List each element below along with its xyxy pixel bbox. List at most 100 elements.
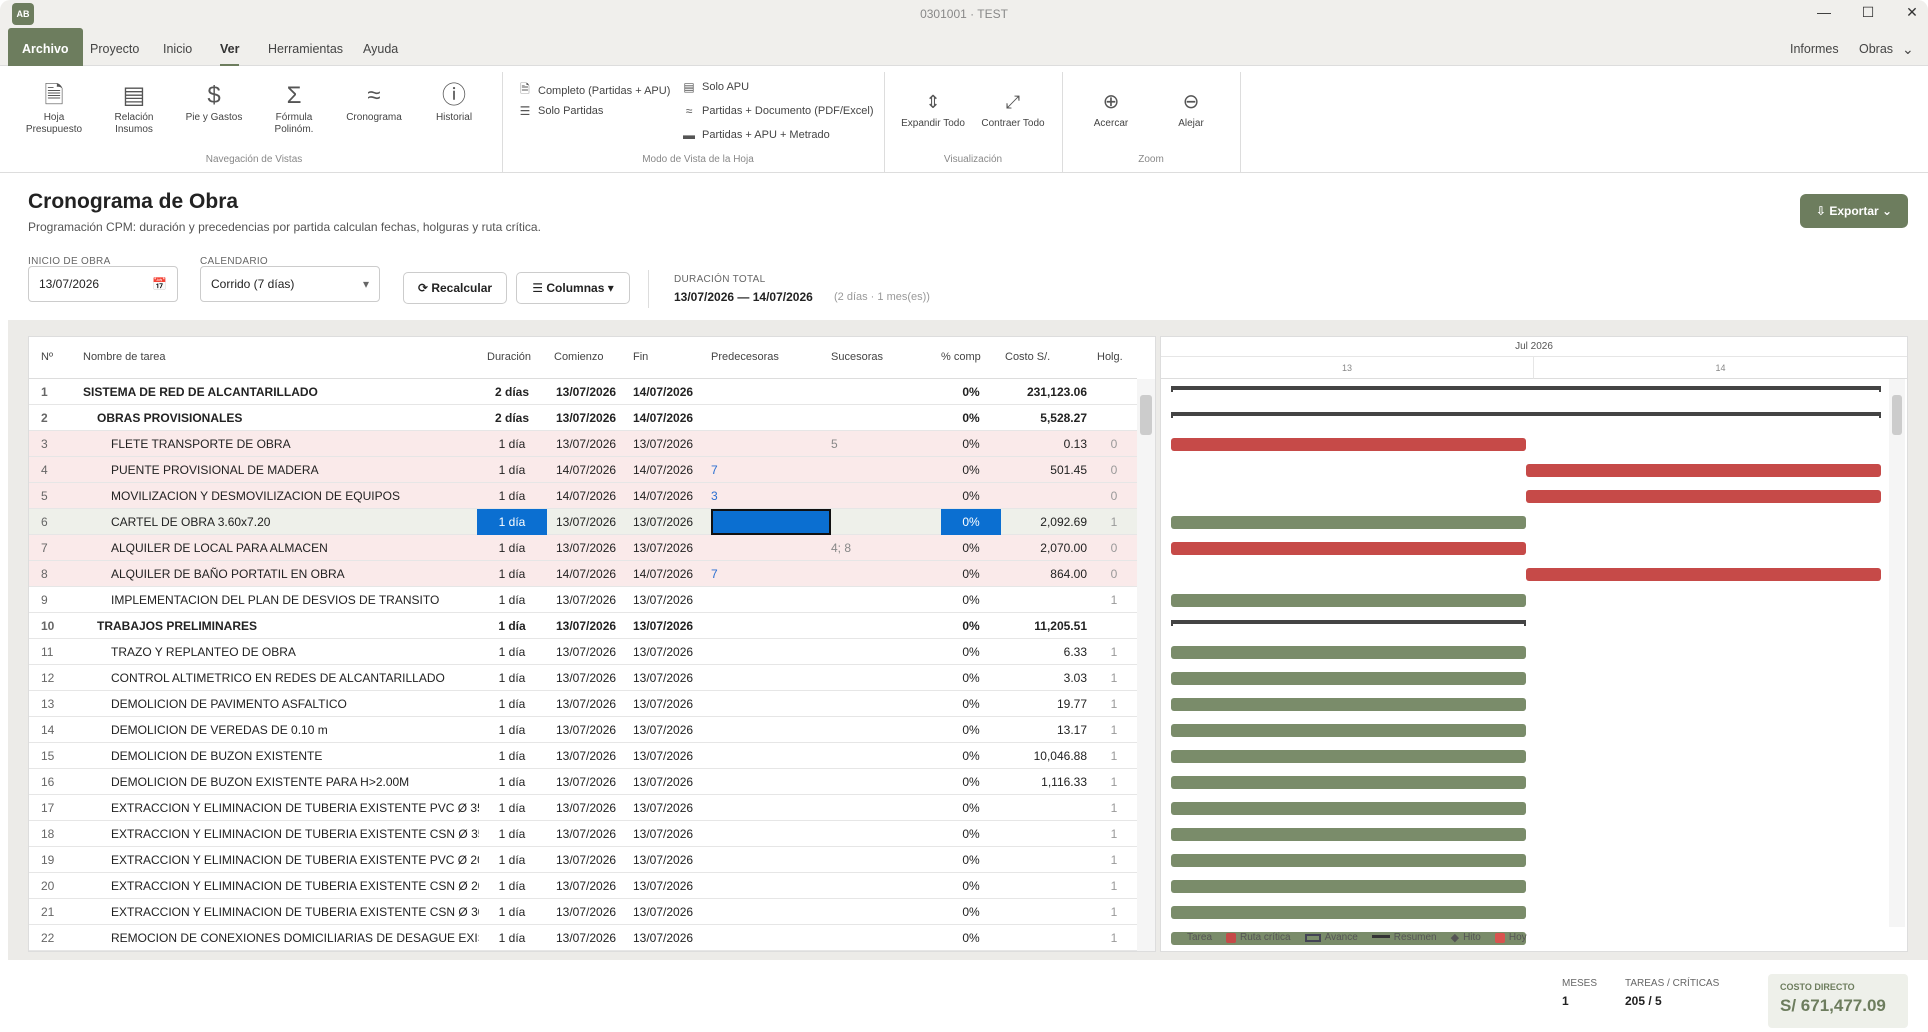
cell-succ[interactable]	[831, 925, 931, 951]
cell-end[interactable]: 13/07/2026	[633, 775, 694, 789]
cell-duration[interactable]: 1 día	[498, 723, 526, 737]
menu-inicio[interactable]: Inicio	[163, 42, 193, 56]
cell-pct[interactable]: 0%	[941, 509, 1001, 535]
table-row[interactable]: 8 ALQUILER DE BAÑO PORTATIL EN OBRA 1 día 1…	[29, 561, 1137, 587]
gantt-task-bar[interactable]	[1171, 906, 1526, 919]
table-row[interactable]: 2 OBRAS PROVISIONALES 2 días 13/07/2026 14/0…	[29, 405, 1137, 431]
col-pred[interactable]: Predecesoras	[711, 351, 779, 363]
cell-pct[interactable]: 0%	[962, 853, 980, 867]
cell-cost[interactable]	[1005, 899, 1087, 925]
cell-succ[interactable]	[831, 873, 931, 899]
cell-holg[interactable]: 0	[1110, 567, 1118, 581]
cell-cost[interactable]: 2,092.69	[1040, 515, 1087, 529]
cell-start[interactable]: 13/07/2026	[556, 385, 617, 399]
table-row[interactable]: 5 MOVILIZACION Y DESMOVILIZACION DE EQUIP…	[29, 483, 1137, 509]
cell-pct[interactable]: 0%	[962, 671, 980, 685]
menu-ayuda[interactable]: Ayuda	[363, 42, 399, 56]
cell-end[interactable]: 13/07/2026	[633, 879, 694, 893]
cell-holg[interactable]: 1	[1110, 515, 1118, 529]
cell-pred[interactable]	[711, 873, 821, 899]
cell-cost[interactable]: 231,123.06	[1026, 385, 1087, 399]
cell-holg[interactable]: 1	[1110, 775, 1118, 789]
cell-pct[interactable]: 0%	[962, 879, 980, 893]
cell-pred[interactable]	[711, 925, 821, 951]
cell-succ[interactable]	[831, 405, 931, 431]
menu-proyecto[interactable]: Proyecto	[90, 42, 140, 56]
cell-start[interactable]: 13/07/2026	[556, 645, 617, 659]
acercar-button[interactable]: ⊕ Acercar	[1076, 86, 1146, 130]
cell-cost[interactable]: 10,046.88	[1033, 749, 1087, 763]
gantt-task-bar[interactable]	[1171, 802, 1526, 815]
cell-pred[interactable]	[711, 795, 821, 821]
cell-pct[interactable]: 0%	[962, 931, 980, 945]
cell-holg[interactable]: 1	[1110, 697, 1118, 711]
gantt-task-bar[interactable]	[1171, 880, 1526, 893]
cell-pred[interactable]	[711, 717, 821, 743]
cell-start[interactable]: 13/07/2026	[556, 619, 617, 633]
cell-duration[interactable]: 1 día	[498, 905, 526, 919]
cell-pct[interactable]: 0%	[962, 593, 980, 607]
cell-cost[interactable]	[1005, 483, 1087, 509]
cell-holg[interactable]: 1	[1110, 827, 1118, 841]
cell-succ[interactable]	[831, 509, 931, 535]
cell-cost[interactable]: 19.77	[1056, 697, 1087, 711]
cell-succ[interactable]	[831, 613, 931, 639]
col-cost[interactable]: Costo S/.	[1005, 351, 1051, 363]
cell-succ[interactable]: 5	[831, 437, 838, 451]
export-button[interactable]: ⇩ Exportar ⌄	[1800, 194, 1908, 228]
table-row[interactable]: 20 EXTRACCION Y ELIMINACION DE TUBERIA EX…	[29, 873, 1137, 899]
gantt-critical-bar[interactable]	[1526, 568, 1881, 581]
table-row[interactable]: 17 EXTRACCION Y ELIMINACION DE TUBERIA EX…	[29, 795, 1137, 821]
cell-end[interactable]: 13/07/2026	[633, 931, 694, 945]
view-completo[interactable]: 🗎 Completo (Partidas + APU)	[518, 80, 670, 101]
cell-cost[interactable]: 2,070.00	[1040, 541, 1087, 555]
hoja-presupuesto-button[interactable]: 🗎 Hoja Presupuesto	[22, 80, 86, 136]
table-row[interactable]: 13 DEMOLICION DE PAVIMENTO ASFALTICO 1 día…	[29, 691, 1137, 717]
contraer-todo-button[interactable]: ⤢ Contraer Todo	[978, 86, 1048, 130]
cell-end[interactable]: 13/07/2026	[633, 697, 694, 711]
cell-duration[interactable]: 2 días	[494, 385, 530, 399]
gantt-task-bar[interactable]	[1171, 854, 1526, 867]
cell-cost[interactable]: 5,528.27	[1040, 411, 1087, 425]
minimize-icon[interactable]: —	[1817, 4, 1831, 20]
menu-ver[interactable]: Ver	[220, 28, 240, 66]
gantt-summary-bar[interactable]	[1171, 620, 1526, 626]
col-n[interactable]: Nº	[41, 351, 53, 363]
menu-informes[interactable]: Informes	[1790, 42, 1839, 56]
cell-start[interactable]: 13/07/2026	[556, 593, 617, 607]
close-icon[interactable]: ✕	[1906, 4, 1918, 20]
cell-pred[interactable]	[711, 691, 821, 717]
cell-cost[interactable]: 0.13	[1063, 437, 1087, 451]
grid-scrollbar[interactable]	[1137, 379, 1155, 951]
cell-duration[interactable]: 1 día	[477, 509, 547, 535]
cell-start[interactable]: 13/07/2026	[556, 515, 617, 529]
cell-holg[interactable]: 1	[1110, 905, 1118, 919]
cell-pred[interactable]	[711, 665, 821, 691]
table-row[interactable]: 4 PUENTE PROVISIONAL DE MADERA 1 día 14/07/…	[29, 457, 1137, 483]
cell-cost[interactable]: 864.00	[1050, 567, 1087, 581]
cell-end[interactable]: 13/07/2026	[633, 437, 694, 451]
cell-holg[interactable]: 1	[1110, 801, 1118, 815]
cell-end[interactable]: 13/07/2026	[633, 671, 694, 685]
cell-pred[interactable]	[711, 535, 821, 561]
cell-start[interactable]: 13/07/2026	[556, 671, 617, 685]
cell-start[interactable]: 13/07/2026	[556, 749, 617, 763]
cell-succ[interactable]	[831, 795, 931, 821]
scroll-thumb[interactable]	[1892, 395, 1902, 435]
gantt-task-bar[interactable]	[1171, 672, 1526, 685]
cell-duration[interactable]: 1 día	[498, 593, 526, 607]
cell-start[interactable]: 13/07/2026	[556, 879, 617, 893]
cell-succ[interactable]	[831, 665, 931, 691]
cell-holg[interactable]: 1	[1110, 879, 1118, 893]
cell-duration[interactable]: 1 día	[498, 671, 526, 685]
cell-pred[interactable]: 7	[711, 567, 718, 581]
cell-holg[interactable]: 1	[1110, 749, 1118, 763]
view-partidas-apu-metrado[interactable]: ▬ Partidas + APU + Metrado	[683, 128, 830, 142]
cell-start[interactable]: 13/07/2026	[556, 697, 617, 711]
table-row[interactable]: 6 CARTEL DE OBRA 3.60x7.20 1 día 13/07/2026…	[29, 509, 1137, 535]
cell-holg[interactable]: 0	[1110, 463, 1118, 477]
cell-start[interactable]: 13/07/2026	[556, 723, 617, 737]
menu-herramientas[interactable]: Herramientas	[268, 42, 344, 56]
cell-pct[interactable]: 0%	[962, 723, 980, 737]
cell-holg[interactable]	[1097, 613, 1131, 639]
